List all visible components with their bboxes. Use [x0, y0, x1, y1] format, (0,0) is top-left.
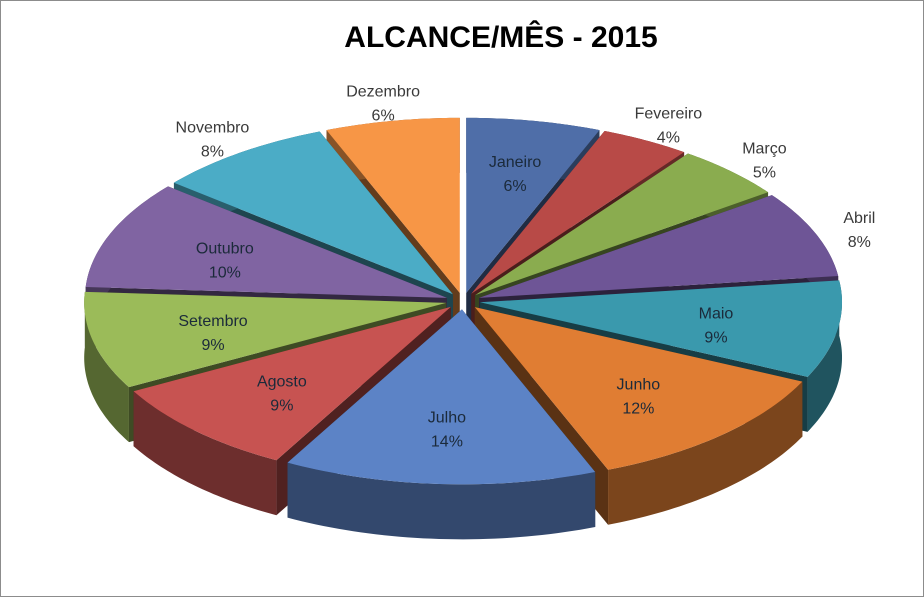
pie-label-abril: Abril [843, 210, 875, 227]
pie-value-janeiro: 6% [504, 178, 527, 195]
pie-slice-outubro [85, 186, 447, 298]
pie-slice-novembro [173, 131, 453, 295]
pie-value-setembro: 9% [201, 337, 224, 354]
pie-value-agosto: 9% [270, 398, 293, 415]
pie-label-novembro: Novembro [176, 119, 250, 136]
pie-labels: Janeiro 6% Fevereiro 4% Março 5% Abril 8% Maio 9%… [176, 84, 876, 451]
pie-slice-agosto [133, 306, 451, 461]
pie-value-novembro: 8% [201, 143, 224, 160]
pie-slice-maio [480, 280, 843, 377]
pie-rim-agosto [133, 391, 277, 516]
pie-slice-junho [474, 307, 803, 470]
pie-label-julho: Julho [428, 410, 466, 427]
pie-value-maio: 9% [704, 329, 727, 346]
pie-label-setembro: Setembro [178, 313, 247, 330]
pie-value-junho: 12% [622, 400, 654, 417]
pie-rim-junho [608, 381, 803, 525]
pie-slice-julho [287, 309, 596, 485]
pie-slice-mar-o [475, 153, 769, 296]
pie-label-fevereiro: Fevereiro [635, 105, 703, 122]
pie-tops [84, 117, 843, 485]
pie-label-janeiro: Janeiro [489, 154, 542, 171]
pie-value-julho: 14% [431, 434, 463, 451]
pie-rim-julho [287, 462, 596, 540]
pie-label-outubro: Outubro [196, 240, 254, 257]
pie-slice-setembro [84, 291, 447, 388]
pie-value-dezembro: 6% [372, 108, 395, 125]
pie-value-fevereiro: 4% [657, 129, 680, 146]
pie-label-dezembro: Dezembro [346, 84, 420, 101]
pie-slice-abril [479, 195, 839, 298]
pie-label-junho: Junho [617, 376, 661, 393]
pie-value-mar-o: 5% [753, 164, 776, 181]
pie-label-maio: Maio [699, 305, 734, 322]
pie-slice-fevereiro [471, 130, 685, 294]
pie-rim-maio [807, 280, 843, 432]
chart-title: ALCANCE/MÊS - 2015 [344, 21, 658, 54]
pie-value-abril: 8% [848, 234, 871, 251]
pie-label-mar-o: Março [742, 140, 787, 157]
pie-slice-janeiro [466, 117, 600, 293]
pie-slice-dezembro [326, 117, 460, 293]
pie-rim-setembro [84, 291, 129, 443]
pie-value-outubro: 10% [209, 264, 241, 281]
pie-label-agosto: Agosto [257, 374, 307, 391]
